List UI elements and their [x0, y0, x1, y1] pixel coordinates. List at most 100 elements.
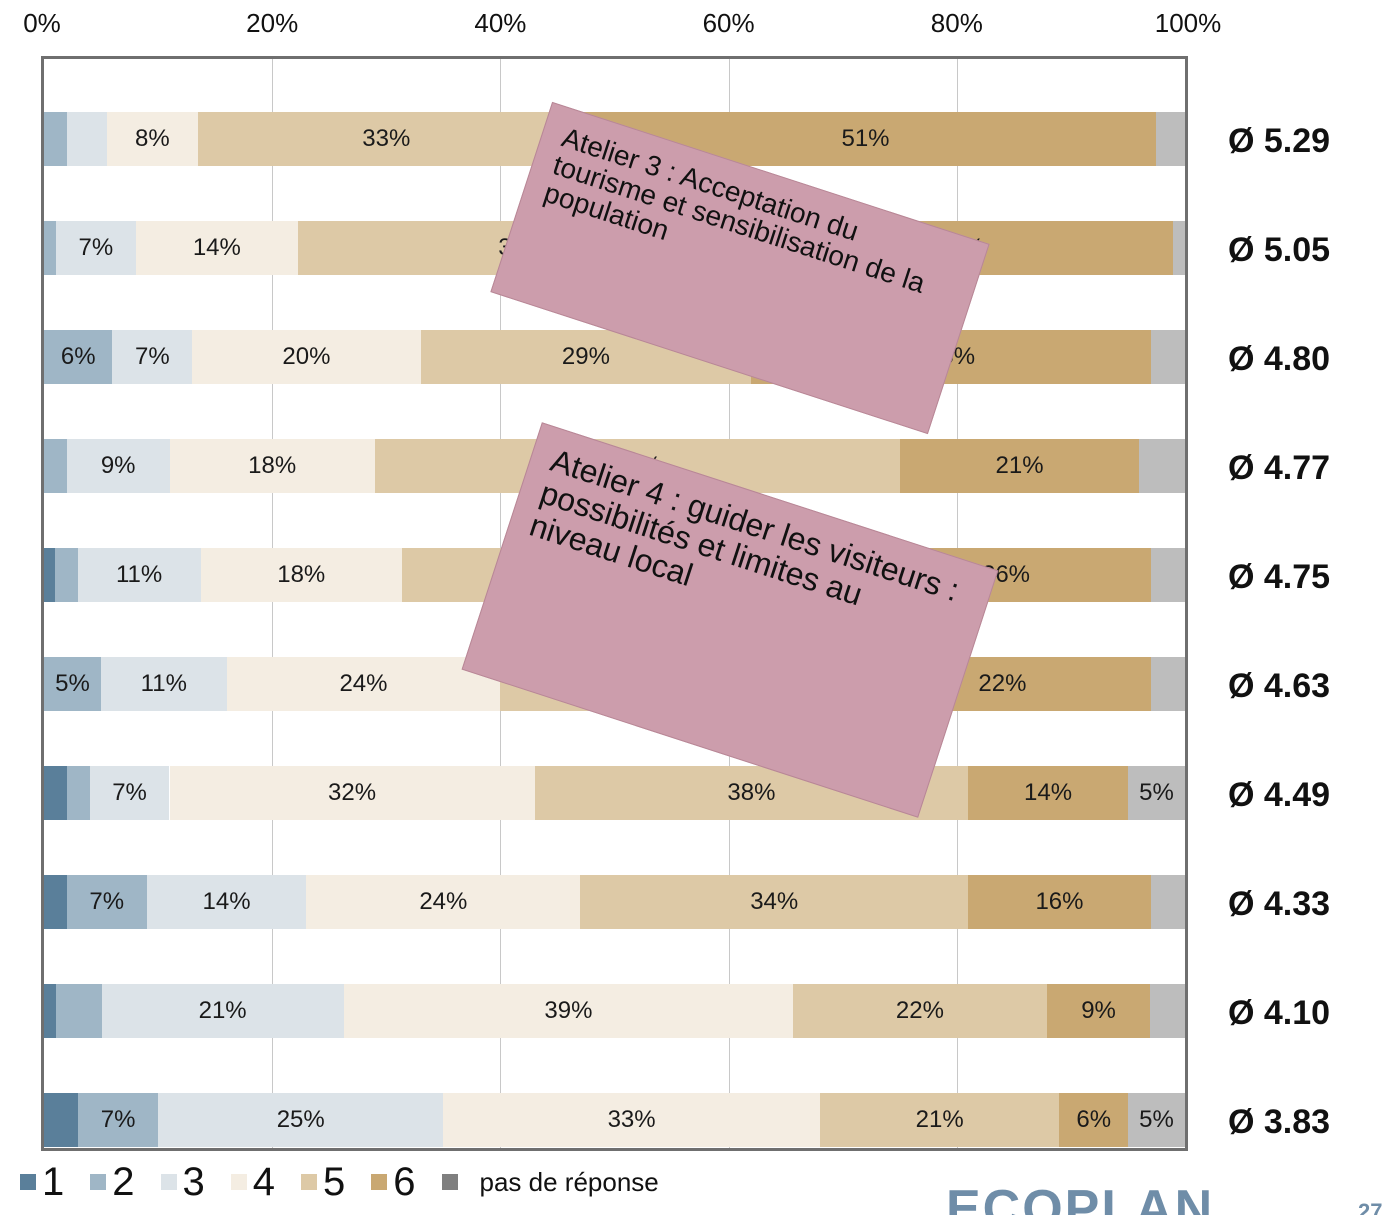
bar-segment	[44, 984, 56, 1038]
gridline	[272, 59, 274, 1148]
bar-segment	[1173, 221, 1185, 275]
data-label: 5%	[55, 670, 90, 697]
row-average: Ø 4.75	[1228, 558, 1331, 596]
bar-segment	[44, 221, 56, 275]
bar-segment	[1150, 330, 1185, 384]
data-label: 7%	[78, 234, 114, 261]
row-average: Ø 5.05	[1228, 231, 1331, 269]
bar-segment: 21%	[819, 1093, 1060, 1147]
legend-label: 5	[323, 1160, 346, 1204]
page-number: 27	[1358, 1199, 1383, 1215]
data-label: 22%	[978, 670, 1027, 697]
data-label: 24%	[419, 888, 468, 915]
bar-segment	[1150, 875, 1185, 929]
bar-segment: 39%	[343, 984, 794, 1038]
data-label: 21%	[198, 997, 247, 1024]
x-tick-label: 40%	[474, 8, 527, 38]
bar-segment: 24%	[226, 657, 501, 711]
legend-label: 2	[112, 1160, 135, 1204]
logo: ECOPLAN	[946, 1180, 1215, 1215]
legend-swatch	[90, 1174, 107, 1190]
data-label: 39%	[544, 997, 593, 1024]
data-label: 24%	[339, 670, 388, 697]
bar-segment: 14%	[146, 875, 307, 929]
data-label: 9%	[1081, 997, 1116, 1024]
legend-label: pas de réponse	[479, 1167, 659, 1197]
row-average: Ø 4.10	[1228, 994, 1331, 1032]
data-label: 14%	[202, 888, 251, 915]
data-label: 5%	[1139, 779, 1174, 806]
data-label: 20%	[282, 343, 331, 370]
legend-swatch	[301, 1174, 317, 1190]
bar-segment	[44, 548, 56, 602]
bar-segment: 8%	[106, 112, 199, 166]
bar-segment	[1156, 112, 1185, 166]
data-label: 38%	[727, 779, 776, 806]
bar-segment: 6%	[44, 330, 113, 384]
bar-segment: 9%	[66, 439, 170, 493]
bar-segment	[44, 439, 67, 493]
bar-segment	[1151, 548, 1185, 602]
x-tick-label: 80%	[930, 8, 983, 38]
data-label: 33%	[362, 125, 411, 152]
legend-swatch	[20, 1174, 36, 1190]
bar-segment: 7%	[78, 1093, 159, 1147]
data-label: 9%	[100, 452, 136, 479]
legend-label: 4	[252, 1160, 275, 1204]
bar-segment: 7%	[89, 766, 170, 820]
data-label: 14%	[1024, 779, 1073, 806]
bar-segment: 34%	[580, 875, 969, 929]
data-label: 22%	[895, 997, 944, 1024]
bar-row: 7% 32% 38% 14% 5%	[44, 766, 1185, 820]
bar-segment	[66, 766, 90, 820]
legend-swatch	[441, 1174, 458, 1190]
bar-segment: 24%	[306, 875, 581, 929]
bar-segment	[55, 984, 102, 1038]
row-average: Ø 3.83	[1228, 1103, 1331, 1141]
row-average: Ø 4.80	[1228, 340, 1331, 378]
x-tick-label: 60%	[702, 8, 755, 38]
bar-segment: 14%	[136, 221, 298, 275]
data-label: 5%	[1139, 1106, 1174, 1133]
x-tick-label: 0%	[23, 8, 61, 38]
bar-segment: 33%	[443, 1093, 820, 1147]
bar-row: 6%7%20%29%35%	[44, 330, 1185, 384]
legend-swatch	[160, 1174, 177, 1190]
bar-segment: 6%	[1059, 1093, 1128, 1147]
row-average: Ø 4.77	[1228, 449, 1331, 487]
bar-segment	[1150, 657, 1185, 711]
bar-segment	[44, 875, 67, 929]
legend: 1 2 3 4 5 6 pas de réponse	[20, 1154, 685, 1210]
data-label: 29%	[561, 343, 610, 370]
data-label: 16%	[1035, 888, 1084, 915]
legend-item: 1	[20, 1154, 64, 1210]
legend-item: pas de réponse	[441, 1154, 659, 1210]
data-label: 8%	[135, 125, 170, 152]
bar-segment	[66, 112, 107, 166]
bar-segment	[44, 766, 67, 820]
bar-row: 7% 25% 33% 21% 6% 5%	[44, 1093, 1185, 1147]
data-label: 34%	[750, 888, 799, 915]
legend-item: 5	[301, 1154, 345, 1210]
x-tick-label: 100%	[1154, 8, 1222, 38]
row-average: Ø 4.49	[1228, 776, 1331, 814]
bar-segment: 33%	[198, 112, 575, 166]
x-tick-label: 20%	[246, 8, 299, 38]
data-label: 11%	[115, 561, 163, 588]
legend-item: 6	[371, 1154, 416, 1210]
legend-swatch	[371, 1174, 388, 1190]
bar-segment: 21%	[101, 984, 344, 1038]
data-label: 51%	[841, 125, 890, 152]
data-label: 7%	[89, 888, 125, 915]
bar-segment: 7%	[55, 221, 137, 275]
data-label: 33%	[607, 1106, 656, 1133]
data-label: 18%	[277, 561, 326, 588]
bar-segment: 14%	[968, 766, 1128, 820]
bar-segment: 32%	[169, 766, 535, 820]
data-label: 32%	[328, 779, 377, 806]
legend-item: 3	[160, 1154, 205, 1210]
bar-segment: 5%	[1127, 766, 1185, 820]
bar-segment: 25%	[158, 1093, 444, 1147]
data-label: 11%	[140, 670, 187, 697]
data-label: 21%	[915, 1106, 964, 1133]
